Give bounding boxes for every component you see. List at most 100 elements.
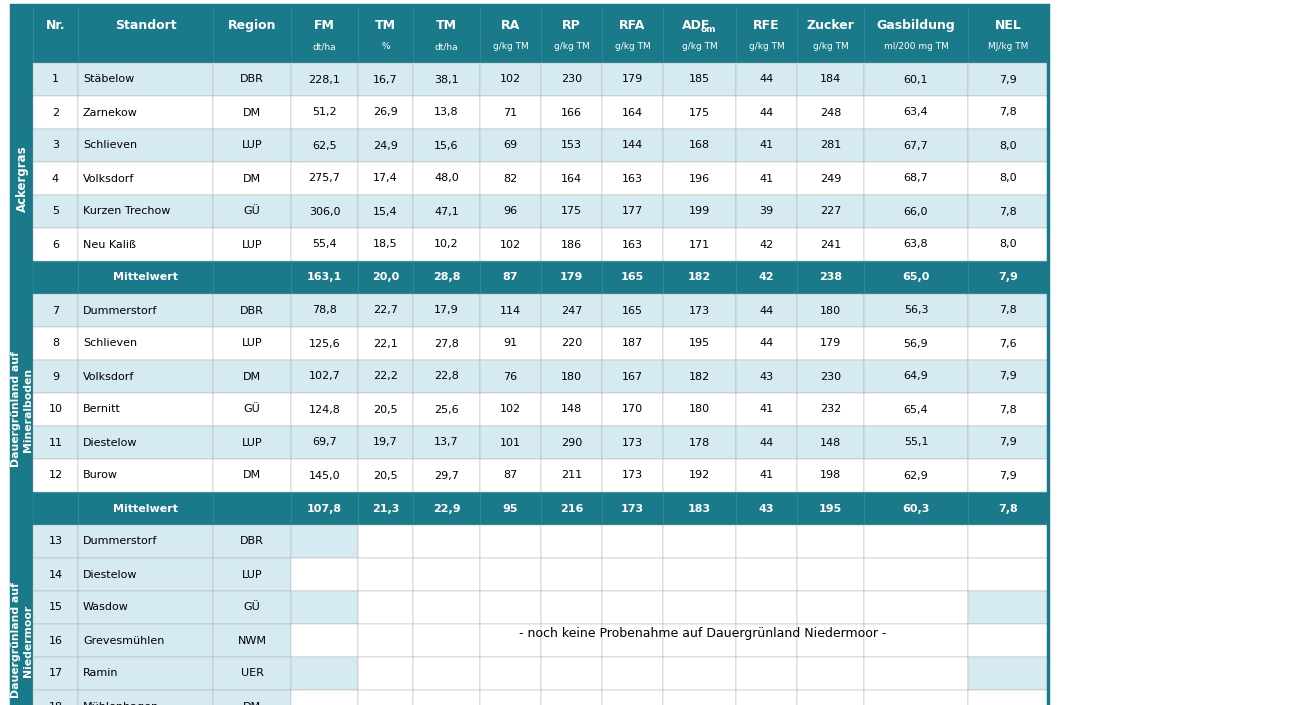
Text: 9: 9 [52,372,58,381]
Text: 11: 11 [48,438,62,448]
Bar [359,195,413,228]
Text: 68,7: 68,7 [904,173,929,183]
Bar [968,558,1048,591]
Text: Zarnekow: Zarnekow [83,107,138,118]
Bar [481,261,540,294]
Bar [798,492,864,525]
Text: RFE: RFE [753,19,779,32]
Text: 175: 175 [688,107,711,118]
Text: 21,3: 21,3 [372,503,399,513]
Bar [864,261,968,294]
Bar [10,525,32,705]
Text: 6: 6 [52,240,58,250]
Bar [798,294,864,327]
Bar [78,5,213,63]
Text: Dauergrünland auf
Mineralboden: Dauergrünland auf Mineralboden [12,352,32,467]
Text: LUP: LUP [242,438,262,448]
Text: Mühlenhagen: Mühlenhagen [83,701,158,705]
Text: 20,5: 20,5 [373,405,397,415]
Bar [601,558,662,591]
Bar [864,360,968,393]
Bar [601,96,662,129]
Bar [291,393,359,426]
Text: Dummerstorf: Dummerstorf [83,305,157,316]
Text: 41: 41 [760,140,774,150]
Text: 168: 168 [688,140,711,150]
Bar [798,5,864,63]
Bar [864,558,968,591]
Text: 78,8: 78,8 [312,305,336,316]
Text: 179: 179 [622,75,643,85]
Bar [864,162,968,195]
Text: 87: 87 [503,273,518,283]
Bar [540,96,601,129]
Text: DM: DM [243,372,261,381]
Bar [601,393,662,426]
Text: 28,8: 28,8 [433,273,460,283]
Text: 124,8: 124,8 [309,405,340,415]
Bar [78,327,213,360]
Bar [968,360,1048,393]
Bar [359,294,413,327]
Bar [413,261,481,294]
Text: 249: 249 [820,173,842,183]
Bar [213,228,291,261]
Text: 63,8: 63,8 [904,240,929,250]
Bar [213,459,291,492]
Bar [413,393,481,426]
Text: g/kg TM: g/kg TM [748,42,785,51]
Text: 7,9: 7,9 [999,438,1017,448]
Text: 165: 165 [622,305,643,316]
Text: 10: 10 [48,405,62,415]
Text: 22,1: 22,1 [373,338,397,348]
Text: Mittelwert: Mittelwert [113,273,178,283]
Bar [78,162,213,195]
Text: 13: 13 [48,537,62,546]
Bar [662,63,737,96]
Text: 177: 177 [622,207,643,216]
Bar [601,492,662,525]
Bar [481,558,540,591]
Bar [798,261,864,294]
Text: 4: 4 [52,173,58,183]
Text: 195: 195 [818,503,842,513]
Bar [601,690,662,705]
Text: MJ/kg TM: MJ/kg TM [987,42,1029,51]
Bar [481,294,540,327]
Bar [601,195,662,228]
Text: 8,0: 8,0 [999,173,1017,183]
Bar [968,162,1048,195]
Bar [968,96,1048,129]
Text: 7,8: 7,8 [999,107,1017,118]
Bar [291,591,359,624]
Bar [601,261,662,294]
Bar [32,492,78,525]
Bar [359,5,413,63]
Bar [737,426,798,459]
Bar [359,426,413,459]
Bar [864,459,968,492]
Bar [601,129,662,162]
Text: 25,6: 25,6 [434,405,459,415]
Text: Volksdorf: Volksdorf [83,173,134,183]
Text: g/kg TM: g/kg TM [492,42,529,51]
Bar [737,261,798,294]
Text: UER: UER [240,668,264,678]
Bar [413,657,481,690]
Text: 164: 164 [561,173,582,183]
Text: 95: 95 [503,503,518,513]
Text: 55,1: 55,1 [904,438,929,448]
Bar [864,96,968,129]
Text: 44: 44 [760,438,774,448]
Bar [32,591,78,624]
Text: Gasbildung: Gasbildung [877,19,955,32]
Bar [662,5,737,63]
Bar [481,393,540,426]
Text: %: % [381,42,390,51]
Text: 63,4: 63,4 [904,107,929,118]
Bar [968,393,1048,426]
Text: 232: 232 [820,405,842,415]
Text: 18,5: 18,5 [373,240,397,250]
Bar [798,96,864,129]
Bar [481,63,540,96]
